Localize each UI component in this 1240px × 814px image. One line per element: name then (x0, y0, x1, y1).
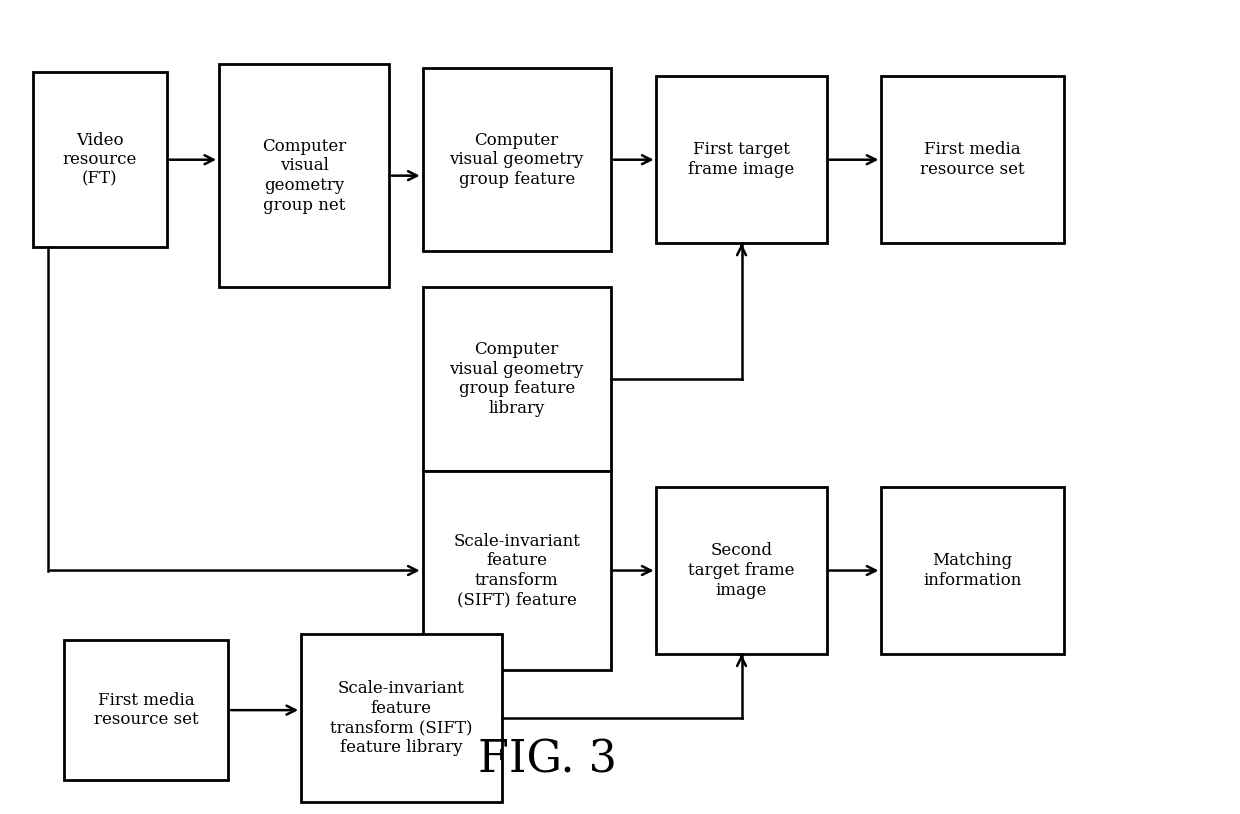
Text: Computer
visual geometry
group feature
library: Computer visual geometry group feature l… (450, 341, 584, 417)
Text: First media
resource set: First media resource set (94, 692, 198, 729)
Text: Scale-invariant
feature
transform (SIFT)
feature library: Scale-invariant feature transform (SIFT)… (330, 681, 472, 756)
FancyBboxPatch shape (64, 641, 228, 780)
FancyBboxPatch shape (882, 487, 1064, 654)
FancyBboxPatch shape (423, 68, 611, 252)
Text: First media
resource set: First media resource set (920, 142, 1024, 178)
FancyBboxPatch shape (656, 76, 827, 243)
Text: Second
target frame
image: Second target frame image (688, 542, 795, 598)
FancyBboxPatch shape (219, 64, 389, 287)
FancyBboxPatch shape (423, 287, 611, 470)
Text: FIG. 3: FIG. 3 (477, 739, 616, 782)
Text: Video
resource
(FT): Video resource (FT) (63, 132, 138, 188)
Text: First target
frame image: First target frame image (688, 142, 795, 178)
Text: Computer
visual geometry
group feature: Computer visual geometry group feature (450, 132, 584, 188)
Text: Matching
information: Matching information (924, 552, 1022, 589)
FancyBboxPatch shape (301, 634, 501, 802)
FancyBboxPatch shape (882, 76, 1064, 243)
FancyBboxPatch shape (656, 487, 827, 654)
FancyBboxPatch shape (423, 470, 611, 670)
FancyBboxPatch shape (33, 72, 166, 247)
Text: Scale-invariant
feature
transform
(SIFT) feature: Scale-invariant feature transform (SIFT)… (454, 532, 580, 608)
Text: Computer
visual
geometry
group net: Computer visual geometry group net (262, 138, 346, 213)
